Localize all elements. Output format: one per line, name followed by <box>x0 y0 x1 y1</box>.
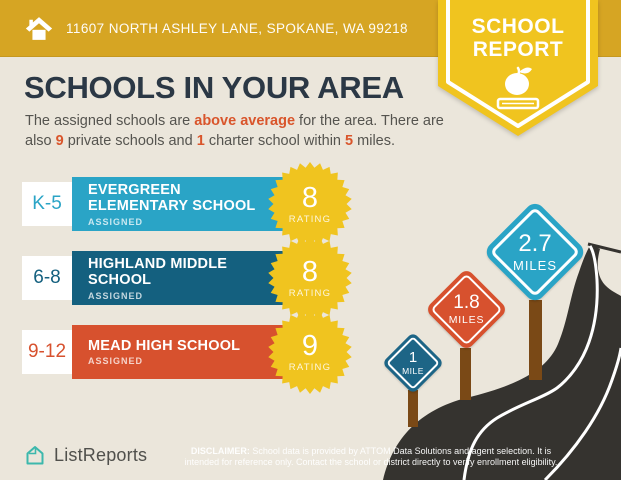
assigned-label: ASSIGNED <box>88 216 144 227</box>
school-report-badge: SCHOOL REPORT <box>438 0 598 140</box>
school-bar: EVERGREEN ELEMENTARY SCHOOL ASSIGNED <box>72 177 317 231</box>
rating-badge: 8 RATING <box>268 236 352 320</box>
listreports-logo: ListReports <box>24 444 147 466</box>
property-address: 11607 NORTH ASHLEY LANE, SPOKANE, WA 992… <box>66 20 408 36</box>
disclaimer: DISCLAIMER: School data is provided by A… <box>180 446 562 468</box>
grade-range: K-5 <box>22 182 72 226</box>
listreports-house-icon <box>26 446 44 465</box>
intro-text-1: The assigned schools are <box>25 113 195 129</box>
badge-title-line2: REPORT <box>472 38 564 61</box>
distance-unit: MILES <box>512 257 557 273</box>
assigned-label: ASSIGNED <box>88 290 144 301</box>
starburst-icon <box>268 236 352 320</box>
intro-text-5: miles. <box>353 132 396 149</box>
intro-highlight-miles: 5 <box>345 132 354 149</box>
intro-paragraph: The assigned schools are above average f… <box>25 112 445 151</box>
rating-label: RATING <box>288 361 332 373</box>
starburst-icon <box>268 162 352 246</box>
school-row-elementary: K-5 EVERGREEN ELEMENTARY SCHOOL ASSIGNED… <box>22 162 354 246</box>
rating-value: 9 <box>301 329 319 362</box>
rating-value: 8 <box>301 255 319 288</box>
rating-text: 8 RATING <box>268 236 352 320</box>
distance-value: 2.7 <box>518 229 552 257</box>
sign-post <box>408 390 418 427</box>
disclaimer-text: School data is provided by ATTOM Data So… <box>184 446 558 467</box>
distance-value: 1.8 <box>453 292 480 313</box>
intro-highlight-charter-count: 1 <box>196 132 205 149</box>
school-row-middle: 6-8 HIGHLAND MIDDLE SCHOOL ASSIGNED 8 RA… <box>22 236 354 320</box>
sign-text: 1 MILE <box>391 341 435 385</box>
distance-sign-1-8-miles: 1.8 MILES <box>424 267 509 352</box>
rating-badge: 9 RATING <box>268 310 352 394</box>
assigned-label: ASSIGNED <box>88 356 144 367</box>
intro-text-2: for the area. There are also <box>25 113 444 149</box>
brand-name: ListReports <box>54 444 148 465</box>
rating-label: RATING <box>288 287 332 299</box>
sign-post <box>529 300 542 380</box>
rating-value: 8 <box>301 181 319 214</box>
rating-label: RATING <box>288 213 332 225</box>
starburst-icon <box>268 310 352 394</box>
badge-title-line1: SCHOOL <box>471 15 565 38</box>
distance-unit: MILES <box>448 314 485 326</box>
school-row-high: 9-12 MEAD HIGH SCHOOL ASSIGNED 9 RATING <box>22 310 354 394</box>
school-name: HIGHLAND MIDDLE SCHOOL <box>88 255 228 289</box>
home-icon <box>25 16 53 40</box>
intro-highlight-above-average: above average <box>194 113 296 129</box>
grade-range: 9-12 <box>22 330 72 374</box>
intro-text-3: private schools and <box>63 132 197 149</box>
school-name: MEAD HIGH SCHOOL <box>88 337 241 354</box>
distance-unit: MILE <box>402 366 424 376</box>
grade-range: 6-8 <box>22 256 72 300</box>
distance-sign-1-mile: 1 MILE <box>381 331 445 395</box>
intro-text-4: charter school within <box>204 132 346 149</box>
intro-highlight-private-count: 9 <box>55 132 64 149</box>
rating-badge: 8 RATING <box>268 162 352 246</box>
page-title: SCHOOLS IN YOUR AREA <box>24 70 404 105</box>
rating-text: 8 RATING <box>268 162 352 246</box>
disclaimer-label: DISCLAIMER: <box>190 446 250 456</box>
road-horizon-line <box>587 242 621 254</box>
school-name: EVERGREEN ELEMENTARY SCHOOL <box>88 181 256 215</box>
badge-title: SCHOOL REPORT <box>438 15 598 61</box>
distance-value: 1 <box>408 349 418 366</box>
sign-text: 1.8 MILES <box>437 280 496 339</box>
distance-sign-2-7-miles: 2.7 MILES <box>482 199 588 305</box>
apple-books-icon <box>496 66 540 110</box>
sign-text: 2.7 MILES <box>498 215 572 289</box>
sign-post <box>460 348 471 400</box>
rating-text: 9 RATING <box>268 310 352 394</box>
